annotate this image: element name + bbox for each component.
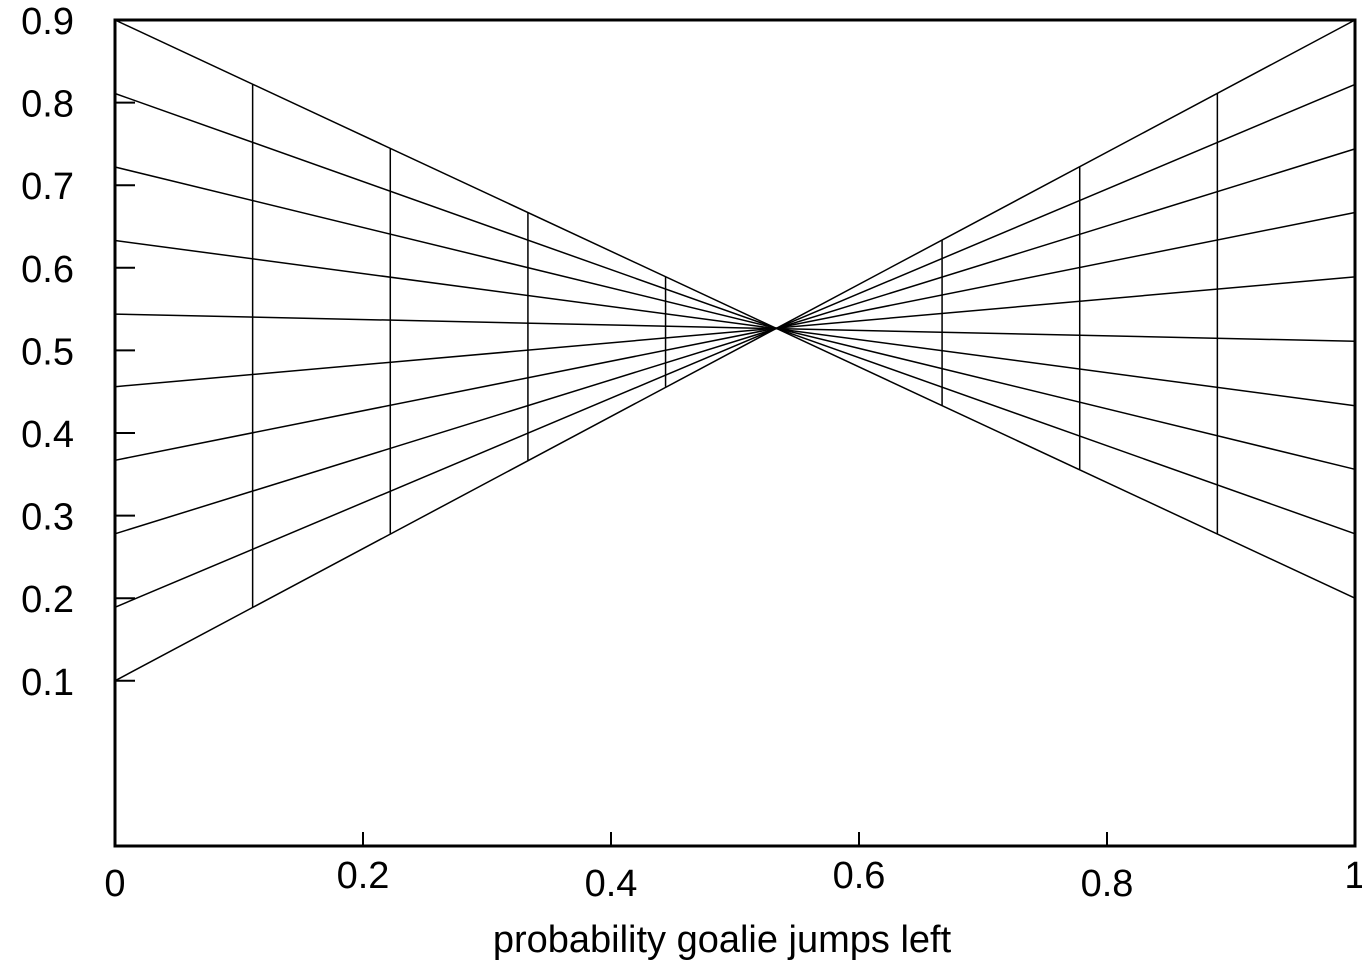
y-tick-label-8: 0.8 <box>21 84 74 126</box>
series-line-2 <box>114 92 1356 535</box>
x-tick-label-1: 0 <box>104 863 125 905</box>
y-tick-label-5: 0.5 <box>21 331 74 373</box>
x-axis: 0 0.2 0.4 0.6 0.8 1 <box>104 832 1362 905</box>
x-axis-title: probability goalie jumps left <box>493 919 952 961</box>
y-axis: 0.1 0.2 0.3 0.4 0.5 0.6 0.7 0.8 0.9 <box>21 1 135 704</box>
y-tick-label-1: 0.1 <box>21 662 74 704</box>
series-line-1 <box>114 19 1356 599</box>
y-tick-label-4: 0.4 <box>21 414 74 456</box>
series-line-3 <box>114 166 1356 471</box>
series-line-5 <box>114 313 1356 343</box>
y-tick-label-2: 0.2 <box>21 579 74 621</box>
plot-frame <box>113 18 1357 848</box>
x-tick-label-5: 0.8 <box>1081 863 1134 905</box>
series-line-4 <box>114 239 1356 407</box>
series-line-6 <box>114 276 1356 388</box>
series-line-10 <box>114 19 1356 682</box>
x-tick-label-2: 0.2 <box>337 855 390 897</box>
series-group <box>114 19 1356 682</box>
y-tick-label-7: 0.7 <box>21 166 74 208</box>
series-line-8 <box>114 148 1356 535</box>
y-tick-label-3: 0.3 <box>21 497 74 539</box>
y-tick-label-6: 0.6 <box>21 249 74 291</box>
y-tick-label-9: 0.9 <box>21 1 74 43</box>
vertical-segments <box>251 84 1219 608</box>
x-tick-label-6: 1 <box>1344 855 1362 897</box>
series-line-7 <box>114 211 1356 462</box>
series-line-9 <box>114 83 1356 608</box>
x-tick-label-3: 0.4 <box>585 863 638 905</box>
x-tick-label-4: 0.6 <box>833 855 886 897</box>
